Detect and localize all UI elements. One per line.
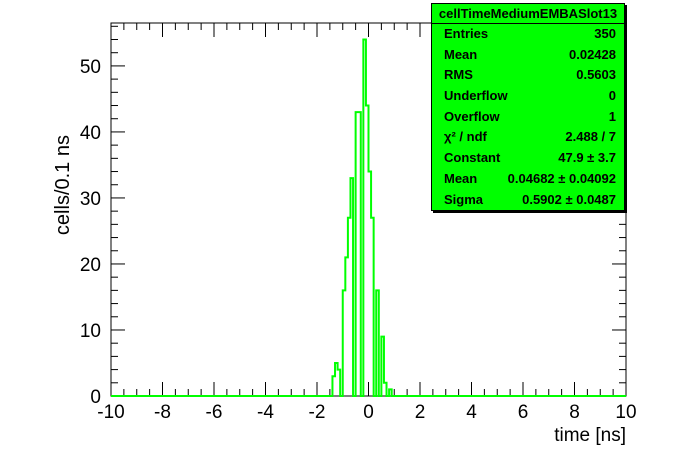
stats-row-mean: Mean 0.02428 bbox=[432, 45, 624, 66]
stats-label: Sigma bbox=[444, 191, 484, 207]
stats-value: 1 bbox=[608, 108, 616, 124]
stats-value: 0 bbox=[608, 88, 616, 104]
stats-label: RMS bbox=[444, 67, 473, 83]
stats-box-title: cellTimeMediumEMBASlot13 bbox=[432, 4, 624, 24]
x-tick-label: -2 bbox=[309, 402, 326, 423]
x-axis-tick-labels: -10 -8 -6 -4 -2 0 2 4 6 8 10 bbox=[97, 402, 636, 423]
stats-label: Mean bbox=[444, 46, 478, 62]
histogram-series-line bbox=[111, 38, 626, 397]
stats-value: 0.02428 bbox=[569, 46, 616, 62]
x-tick-label: -8 bbox=[154, 402, 171, 423]
stats-row-overflow: Overflow 1 bbox=[432, 107, 624, 128]
stats-row-sigma: Sigma 0.5902 ± 0.0487 bbox=[432, 190, 624, 211]
x-tick-label: 0 bbox=[363, 402, 374, 423]
y-tick-label: 30 bbox=[80, 189, 101, 210]
x-tick-label: -6 bbox=[206, 402, 223, 423]
y-axis-title: cells/0.1 ns bbox=[52, 135, 74, 235]
y-tick-label: 40 bbox=[80, 123, 101, 144]
stats-label: Mean bbox=[444, 170, 478, 186]
y-tick-label: 20 bbox=[80, 255, 101, 276]
x-tick-label: 10 bbox=[615, 402, 636, 423]
x-tick-label: 2 bbox=[415, 402, 426, 423]
y-axis-tick-labels: 0 10 20 30 40 50 bbox=[80, 57, 101, 408]
stats-label: Underflow bbox=[444, 88, 508, 104]
stats-label: Overflow bbox=[444, 108, 500, 124]
y-tick-label: 10 bbox=[80, 321, 101, 342]
stats-row-constant: Constant 47.9 ± 3.7 bbox=[432, 148, 624, 169]
stats-value: 350 bbox=[594, 26, 616, 41]
x-tick-label: -4 bbox=[257, 402, 274, 423]
stats-label: Constant bbox=[444, 150, 501, 166]
stats-box: cellTimeMediumEMBASlot13 Entries 350 Mea… bbox=[431, 3, 625, 211]
stats-row-underflow: Underflow 0 bbox=[432, 86, 624, 107]
stats-row-entries: Entries 350 bbox=[432, 24, 624, 45]
stats-value: 0.04682 ± 0.04092 bbox=[507, 170, 616, 186]
x-tick-label: 8 bbox=[569, 402, 580, 423]
y-tick-label: 0 bbox=[90, 387, 101, 408]
x-tick-label: -10 bbox=[97, 402, 124, 423]
stats-value: 0.5902 ± 0.0487 bbox=[522, 191, 616, 207]
x-tick-label: 6 bbox=[518, 402, 529, 423]
stats-row-fit-mean: Mean 0.04682 ± 0.04092 bbox=[432, 169, 624, 190]
stats-row-rms: RMS 0.5603 bbox=[432, 65, 624, 86]
stats-label: Entries bbox=[444, 26, 489, 41]
stats-value: 2.488 / 7 bbox=[565, 129, 616, 145]
stats-value: 47.9 ± 3.7 bbox=[558, 150, 616, 166]
y-tick-label: 50 bbox=[80, 57, 101, 78]
x-tick-label: 4 bbox=[466, 402, 477, 423]
stats-value: 0.5603 bbox=[576, 67, 616, 83]
stats-row-chi2-ndf: χ² / ndf 2.488 / 7 bbox=[432, 127, 624, 148]
stats-label: χ² / ndf bbox=[444, 129, 487, 145]
x-axis-title: time [ns] bbox=[554, 425, 626, 446]
